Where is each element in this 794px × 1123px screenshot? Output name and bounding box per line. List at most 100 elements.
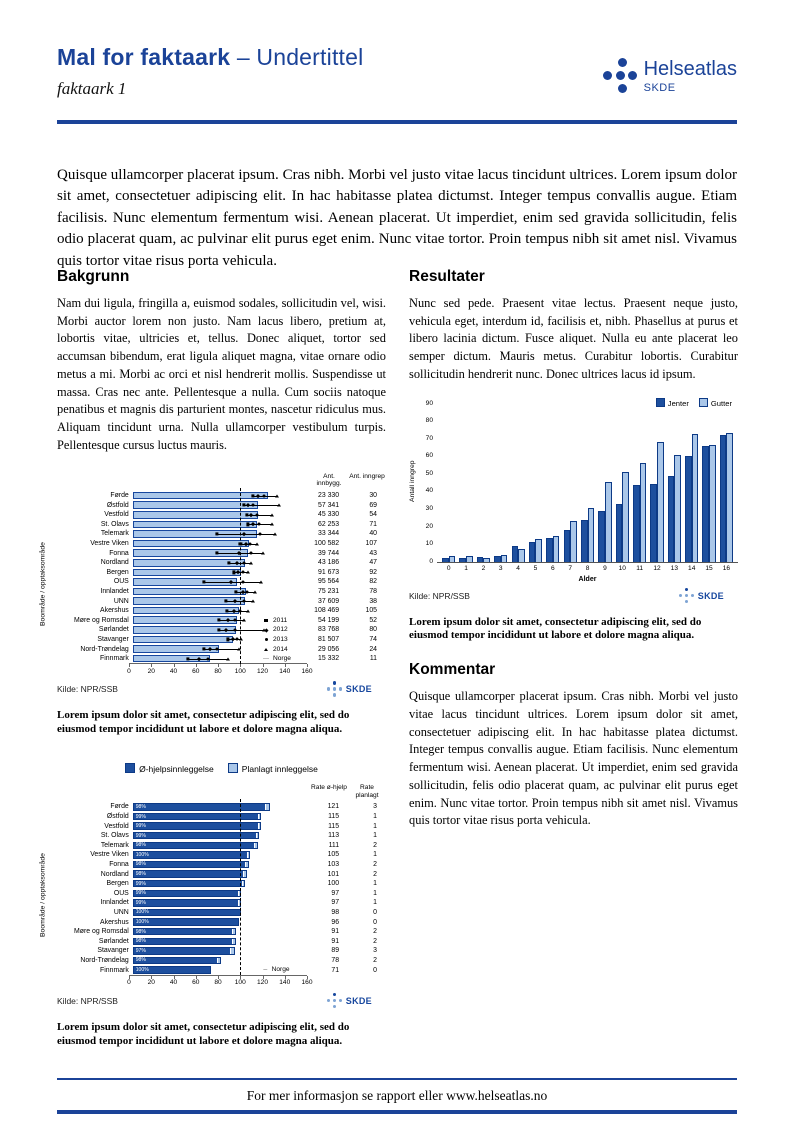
marker-2014 [272,532,277,536]
skde-mini-logo: SKDE [326,992,372,1009]
marker-2014 [252,590,257,593]
row-label: Møre og Romsdal [74,928,129,936]
axis-tick-label: 40 [169,979,178,987]
bar [132,520,257,529]
row-label: Vestfold [104,822,129,830]
axis-tick-label: 5 [533,564,538,572]
gutter-bar [466,556,473,562]
axis-tick-label: 8 [585,564,590,572]
value-inngrep: 92 [369,568,377,576]
legend-symbol-icon [259,618,273,622]
row-plot: 98% [132,927,310,937]
stacked-bar: 99% [132,899,242,907]
row-label: Stavanger [97,947,129,955]
row-label: Fonna [109,549,129,557]
range-line [217,533,275,535]
value-rate-ohjelp: 78 [331,956,340,964]
chart-row: UNN 37 609 38 [57,596,386,606]
stacked-bar: 98% [132,860,250,869]
footer-divider-bottom [57,1110,737,1114]
marker-2014 [274,494,279,498]
marker-2014 [226,657,231,661]
axis-tick-label: 80 [425,417,433,425]
value-rate-planlagt: 2 [373,956,377,964]
resultater-heading: Resultater [409,268,485,285]
page-header: Mal for faktaark – Undertittel faktaark … [57,44,737,99]
bar [132,587,246,596]
gutter-bar [639,463,647,562]
value-rate-planlagt: 2 [373,937,377,945]
jenter-bar [459,558,467,562]
stacked-bar: 98% [132,841,259,849]
axis-tick-label: 3 [498,564,503,572]
row-label: Nord-Trøndelag [80,956,129,964]
axis-tick-label: 16 [722,564,731,572]
axis-tickmark [307,664,308,668]
column-header: Rate planlagt [355,783,379,799]
row-plot: 100% [132,917,310,927]
row-label: Finnmark [100,966,129,974]
stacked-bar: 100% [132,908,242,917]
value-inngrep: 80 [369,626,377,634]
chart-row: Møre og Romsdal 54 199 52 [57,615,386,625]
bar-group [579,508,596,562]
axis-tick-label: 2 [481,564,486,572]
range-line [240,543,257,545]
bar-group [544,536,561,562]
marker-2011 [215,551,219,555]
value-rate-ohjelp: 115 [328,813,340,820]
value-inngrep: 30 [369,492,377,500]
gutter-bar [518,549,525,562]
marker-2014 [239,637,244,641]
row-plot: 100% [132,908,310,918]
chart-row: Bergen 91 673 92 [57,568,386,578]
chart-row: Finnmark 100% 71 0 [57,965,386,975]
bar-percent-label: 100% [135,967,149,973]
column-header: Ant. inngrep [349,472,385,480]
axis-tickmark [129,664,130,668]
gutter-bar [709,444,716,562]
row-plot: 99% [132,879,310,889]
bar [132,491,269,500]
row-label: Nordland [100,870,129,878]
legend-symbol-icon [259,627,273,632]
axis-tick-label: 140 [279,979,291,987]
chart-row: Akershus 108 469 105 [57,606,386,616]
row-plot [132,644,310,654]
planlagt-segment [229,948,234,954]
stacked-bar: 99% [132,879,245,888]
value-rate-ohjelp: 105 [327,851,340,859]
source-row: Kilde: NPR/SSB SKDE [409,587,738,604]
value-rate-planlagt: 2 [373,928,377,936]
bar-group [648,442,665,562]
gutter-bar [552,536,560,562]
axis-tick-label: 160 [301,979,313,987]
jenter-bar [563,530,571,562]
row-plot: 99% [132,898,310,908]
value-rate-ohjelp: 91 [331,937,340,945]
value-rate-planlagt: 1 [373,880,377,888]
source-text: Kilde: NPR/SSB [57,995,118,1006]
axis-tick-label: 80 [214,667,222,675]
legend-item: 2011 [259,616,345,626]
gutter-bar [483,558,490,562]
row-plot [132,606,310,616]
bar-group [718,432,735,562]
planlagt-segment [258,813,261,820]
axis-tickmark [240,664,242,668]
axis-tick-label: 60 [192,979,200,987]
marker-2013 [245,590,249,593]
marker-2014 [270,513,275,517]
value-inngrep: 107 [365,540,378,548]
row-label: Telemark [100,841,129,849]
chart-row: Telemark 33 344 40 [57,529,386,539]
chart-row: Sørlandet 83 768 80 [57,625,386,635]
marker-2011 [226,637,230,642]
marker-2014 [246,570,251,574]
stacked-bar: 97% [132,947,235,955]
gutter-swatch-icon [698,397,708,407]
axis-tick-label: 30 [425,505,433,513]
row-label: Akershus [100,607,129,615]
value-rate-planlagt: 1 [373,851,377,859]
